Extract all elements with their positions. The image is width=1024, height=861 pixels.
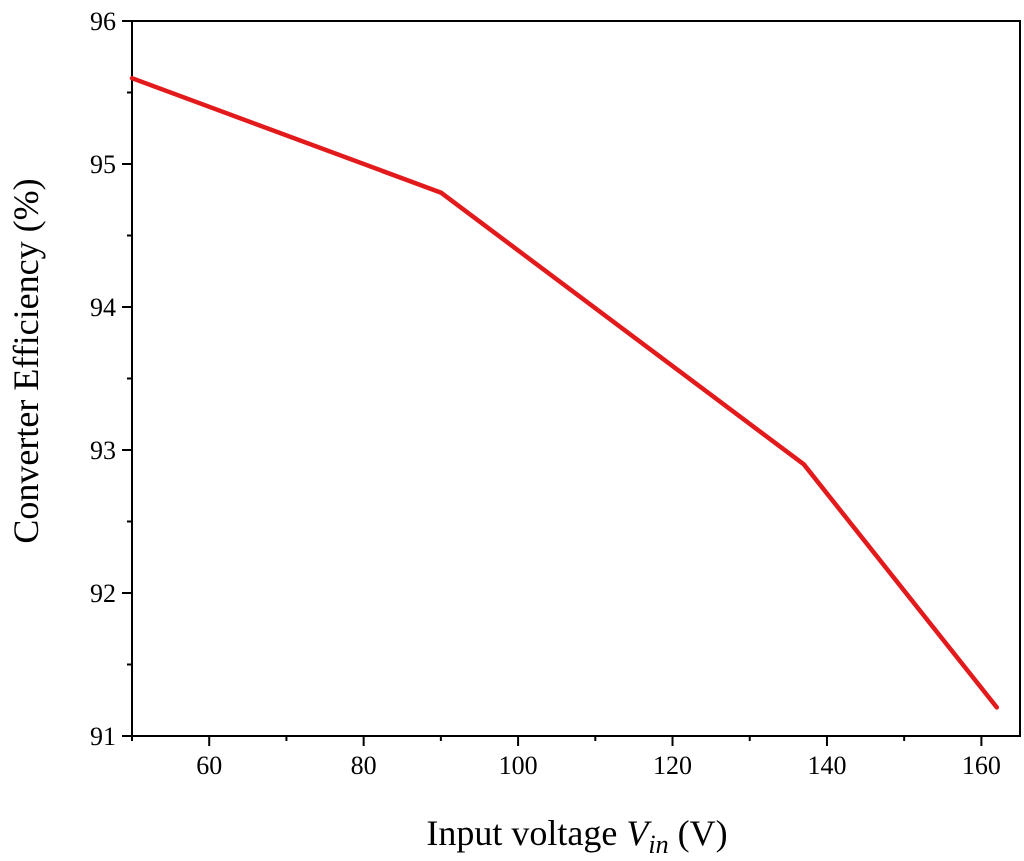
x-tick-label: 120 — [653, 751, 692, 780]
y-axis-title: Converter Efficiency (%) — [6, 178, 46, 543]
series-line — [129, 75, 1000, 710]
x-axis: 60 80 100 120 140 160 — [131, 736, 1001, 780]
y-tick-label: 96 — [90, 7, 116, 36]
x-tick-label: 140 — [807, 751, 846, 780]
x-axis-title: Input voltage Vin (V) — [426, 813, 727, 859]
y-tick-label: 94 — [90, 293, 116, 322]
x-axis-title-variable: V — [626, 813, 652, 853]
y-axis: 91 92 93 94 95 96 — [90, 7, 132, 751]
y-tick-label: 93 — [90, 436, 116, 465]
x-tick-label: 100 — [499, 751, 538, 780]
x-axis-title-subscript: in — [648, 830, 668, 859]
series-layer — [129, 75, 1000, 710]
y-tick-label: 95 — [90, 150, 116, 179]
x-tick-label: 80 — [351, 751, 377, 780]
x-tick-label: 60 — [196, 751, 222, 780]
y-tick-label: 92 — [90, 579, 116, 608]
x-axis-title-prefix: Input voltage — [426, 813, 626, 853]
y-tick-label: 91 — [90, 722, 116, 751]
x-axis-title-suffix: (V) — [669, 813, 728, 853]
x-tick-label: 160 — [962, 751, 1001, 780]
